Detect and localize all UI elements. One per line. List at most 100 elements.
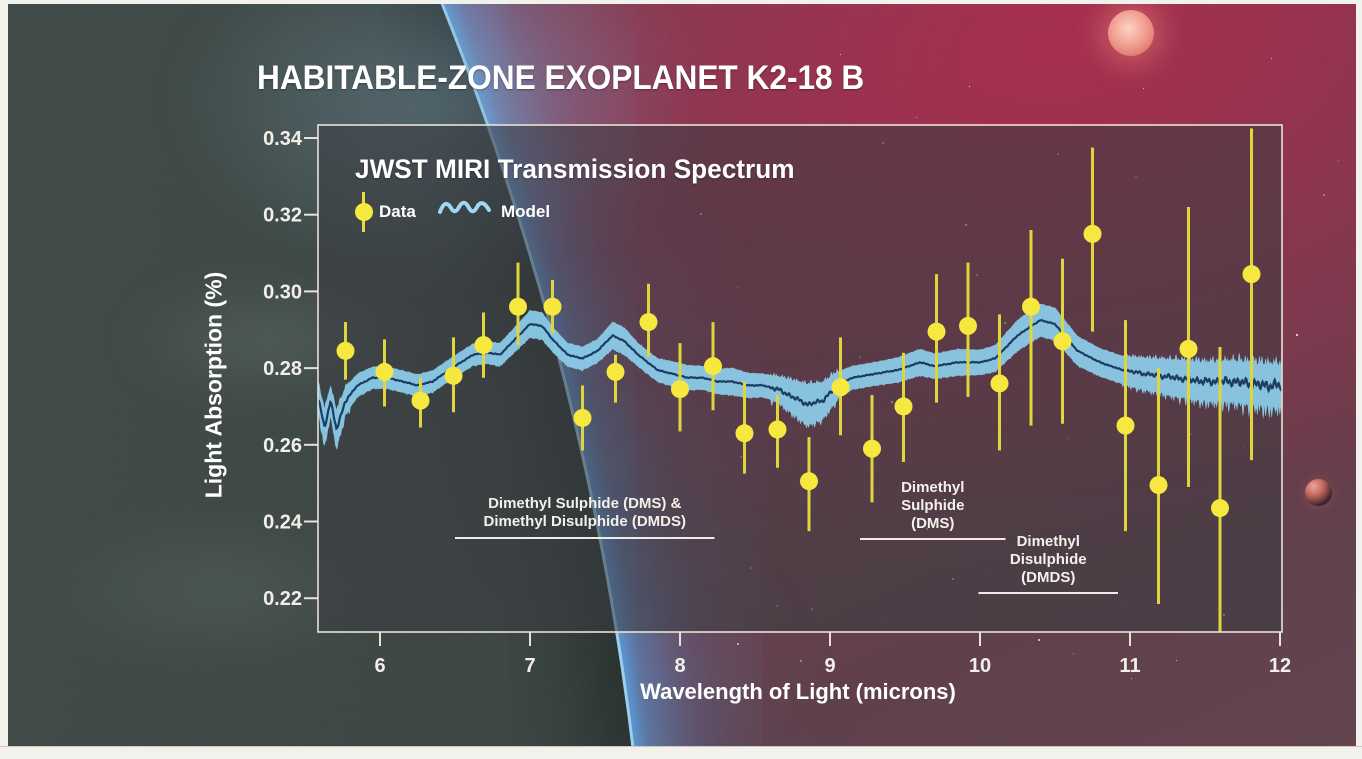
data-point bbox=[375, 339, 394, 407]
data-marker-icon bbox=[354, 192, 373, 232]
data-point-marker bbox=[543, 297, 562, 316]
y-tick-label: 0.26 bbox=[263, 435, 302, 457]
data-point-marker bbox=[375, 362, 394, 381]
data-point bbox=[768, 394, 787, 468]
data-point bbox=[1242, 128, 1261, 461]
y-tick-label: 0.22 bbox=[263, 588, 302, 610]
star bbox=[840, 54, 841, 55]
x-tick-label: 6 bbox=[374, 655, 385, 677]
data-point-marker bbox=[606, 362, 625, 381]
data-point bbox=[573, 385, 592, 451]
star bbox=[1338, 160, 1339, 161]
model-wave-icon bbox=[438, 200, 491, 214]
data-point-marker bbox=[894, 397, 913, 416]
data-point-marker bbox=[1116, 416, 1135, 435]
data-point-marker bbox=[735, 424, 754, 443]
host-star bbox=[1108, 10, 1154, 56]
annotation-text: Dimethyl bbox=[901, 479, 964, 496]
star bbox=[1287, 669, 1289, 671]
star bbox=[1176, 660, 1178, 662]
x-tick-label: 10 bbox=[969, 655, 991, 677]
y-tick-label: 0.30 bbox=[263, 281, 302, 303]
data-point bbox=[474, 312, 493, 378]
data-point-marker bbox=[1149, 476, 1168, 495]
x-tick-label: 12 bbox=[1269, 655, 1291, 677]
data-point-marker bbox=[1211, 499, 1229, 518]
y-tick-label: 0.28 bbox=[263, 358, 302, 380]
y-axis-label: Light Absorption (%) bbox=[200, 271, 227, 499]
x-tick-label: 9 bbox=[824, 655, 835, 677]
photo-border-right bbox=[1356, 0, 1362, 759]
star bbox=[1131, 678, 1132, 679]
model-uncertainty-band bbox=[318, 303, 1282, 450]
annotation-text: Dimethyl Disulphide (DMDS) bbox=[483, 513, 686, 530]
data-point bbox=[639, 283, 658, 357]
annotation-dms-dmds: Dimethyl Sulphide (DMS) &Dimethyl Disulp… bbox=[455, 495, 715, 539]
legend-data-label: Data bbox=[379, 202, 416, 221]
annotation-text: Dimethyl Sulphide (DMS) & bbox=[488, 495, 682, 512]
data-point-marker bbox=[444, 366, 463, 385]
data-point bbox=[959, 262, 977, 397]
data-point bbox=[1179, 207, 1198, 487]
data-point bbox=[444, 337, 463, 413]
photo-border-top bbox=[0, 0, 1362, 4]
data-point-marker bbox=[863, 439, 881, 458]
legend-model-label: Model bbox=[501, 202, 551, 221]
data-point-marker bbox=[474, 336, 493, 355]
poster-title: HABITABLE-ZONE EXOPLANET K2-18 B bbox=[257, 59, 865, 97]
model-line bbox=[318, 319, 1282, 431]
star bbox=[916, 117, 917, 118]
data-point-marker bbox=[639, 313, 658, 332]
data-point-marker bbox=[831, 378, 850, 397]
x-tick-label: 7 bbox=[524, 655, 535, 677]
x-axis-label: Wavelength of Light (microns) bbox=[640, 679, 956, 704]
annotation-text: (DMS) bbox=[911, 515, 954, 532]
data-point bbox=[1022, 230, 1040, 426]
data-point-marker bbox=[959, 316, 977, 335]
data-point bbox=[1053, 258, 1072, 424]
data-point bbox=[831, 337, 850, 436]
model-series bbox=[318, 303, 1282, 450]
data-point bbox=[1083, 147, 1102, 332]
data-point-marker bbox=[671, 380, 689, 399]
star bbox=[1143, 88, 1145, 90]
y-tick-label: 0.32 bbox=[263, 205, 302, 227]
companion-planet bbox=[1305, 479, 1332, 506]
data-point bbox=[1211, 347, 1229, 632]
data-point bbox=[336, 322, 355, 380]
data-point bbox=[927, 274, 946, 403]
data-point bbox=[543, 279, 562, 334]
plot-frame bbox=[317, 124, 1283, 633]
data-point bbox=[606, 354, 625, 403]
data-point-marker bbox=[573, 408, 592, 427]
data-point-marker bbox=[1053, 332, 1072, 351]
data-point-marker bbox=[704, 357, 722, 376]
data-point-marker bbox=[1242, 265, 1261, 284]
data-point-marker bbox=[336, 341, 355, 360]
y-tick-label: 0.34 bbox=[263, 128, 303, 150]
data-point bbox=[411, 377, 430, 428]
annotation-text: Sulphide bbox=[901, 497, 964, 514]
data-point-marker bbox=[768, 420, 787, 439]
photo-border-bottom bbox=[0, 746, 1362, 759]
star bbox=[737, 643, 739, 645]
data-series bbox=[336, 128, 1261, 632]
star bbox=[1323, 194, 1325, 196]
data-point bbox=[800, 437, 818, 532]
data-point-marker bbox=[800, 472, 818, 491]
data-point bbox=[990, 314, 1009, 451]
data-point bbox=[894, 352, 913, 463]
data-point-marker bbox=[990, 374, 1009, 393]
star bbox=[969, 86, 970, 87]
x-tick-label: 8 bbox=[674, 655, 685, 677]
data-point bbox=[1149, 368, 1168, 604]
star bbox=[1296, 334, 1298, 336]
data-point-marker bbox=[1022, 297, 1040, 316]
y-tick-label: 0.24 bbox=[263, 512, 303, 534]
data-point-marker bbox=[411, 391, 430, 410]
star bbox=[800, 660, 802, 662]
data-point bbox=[671, 343, 689, 432]
